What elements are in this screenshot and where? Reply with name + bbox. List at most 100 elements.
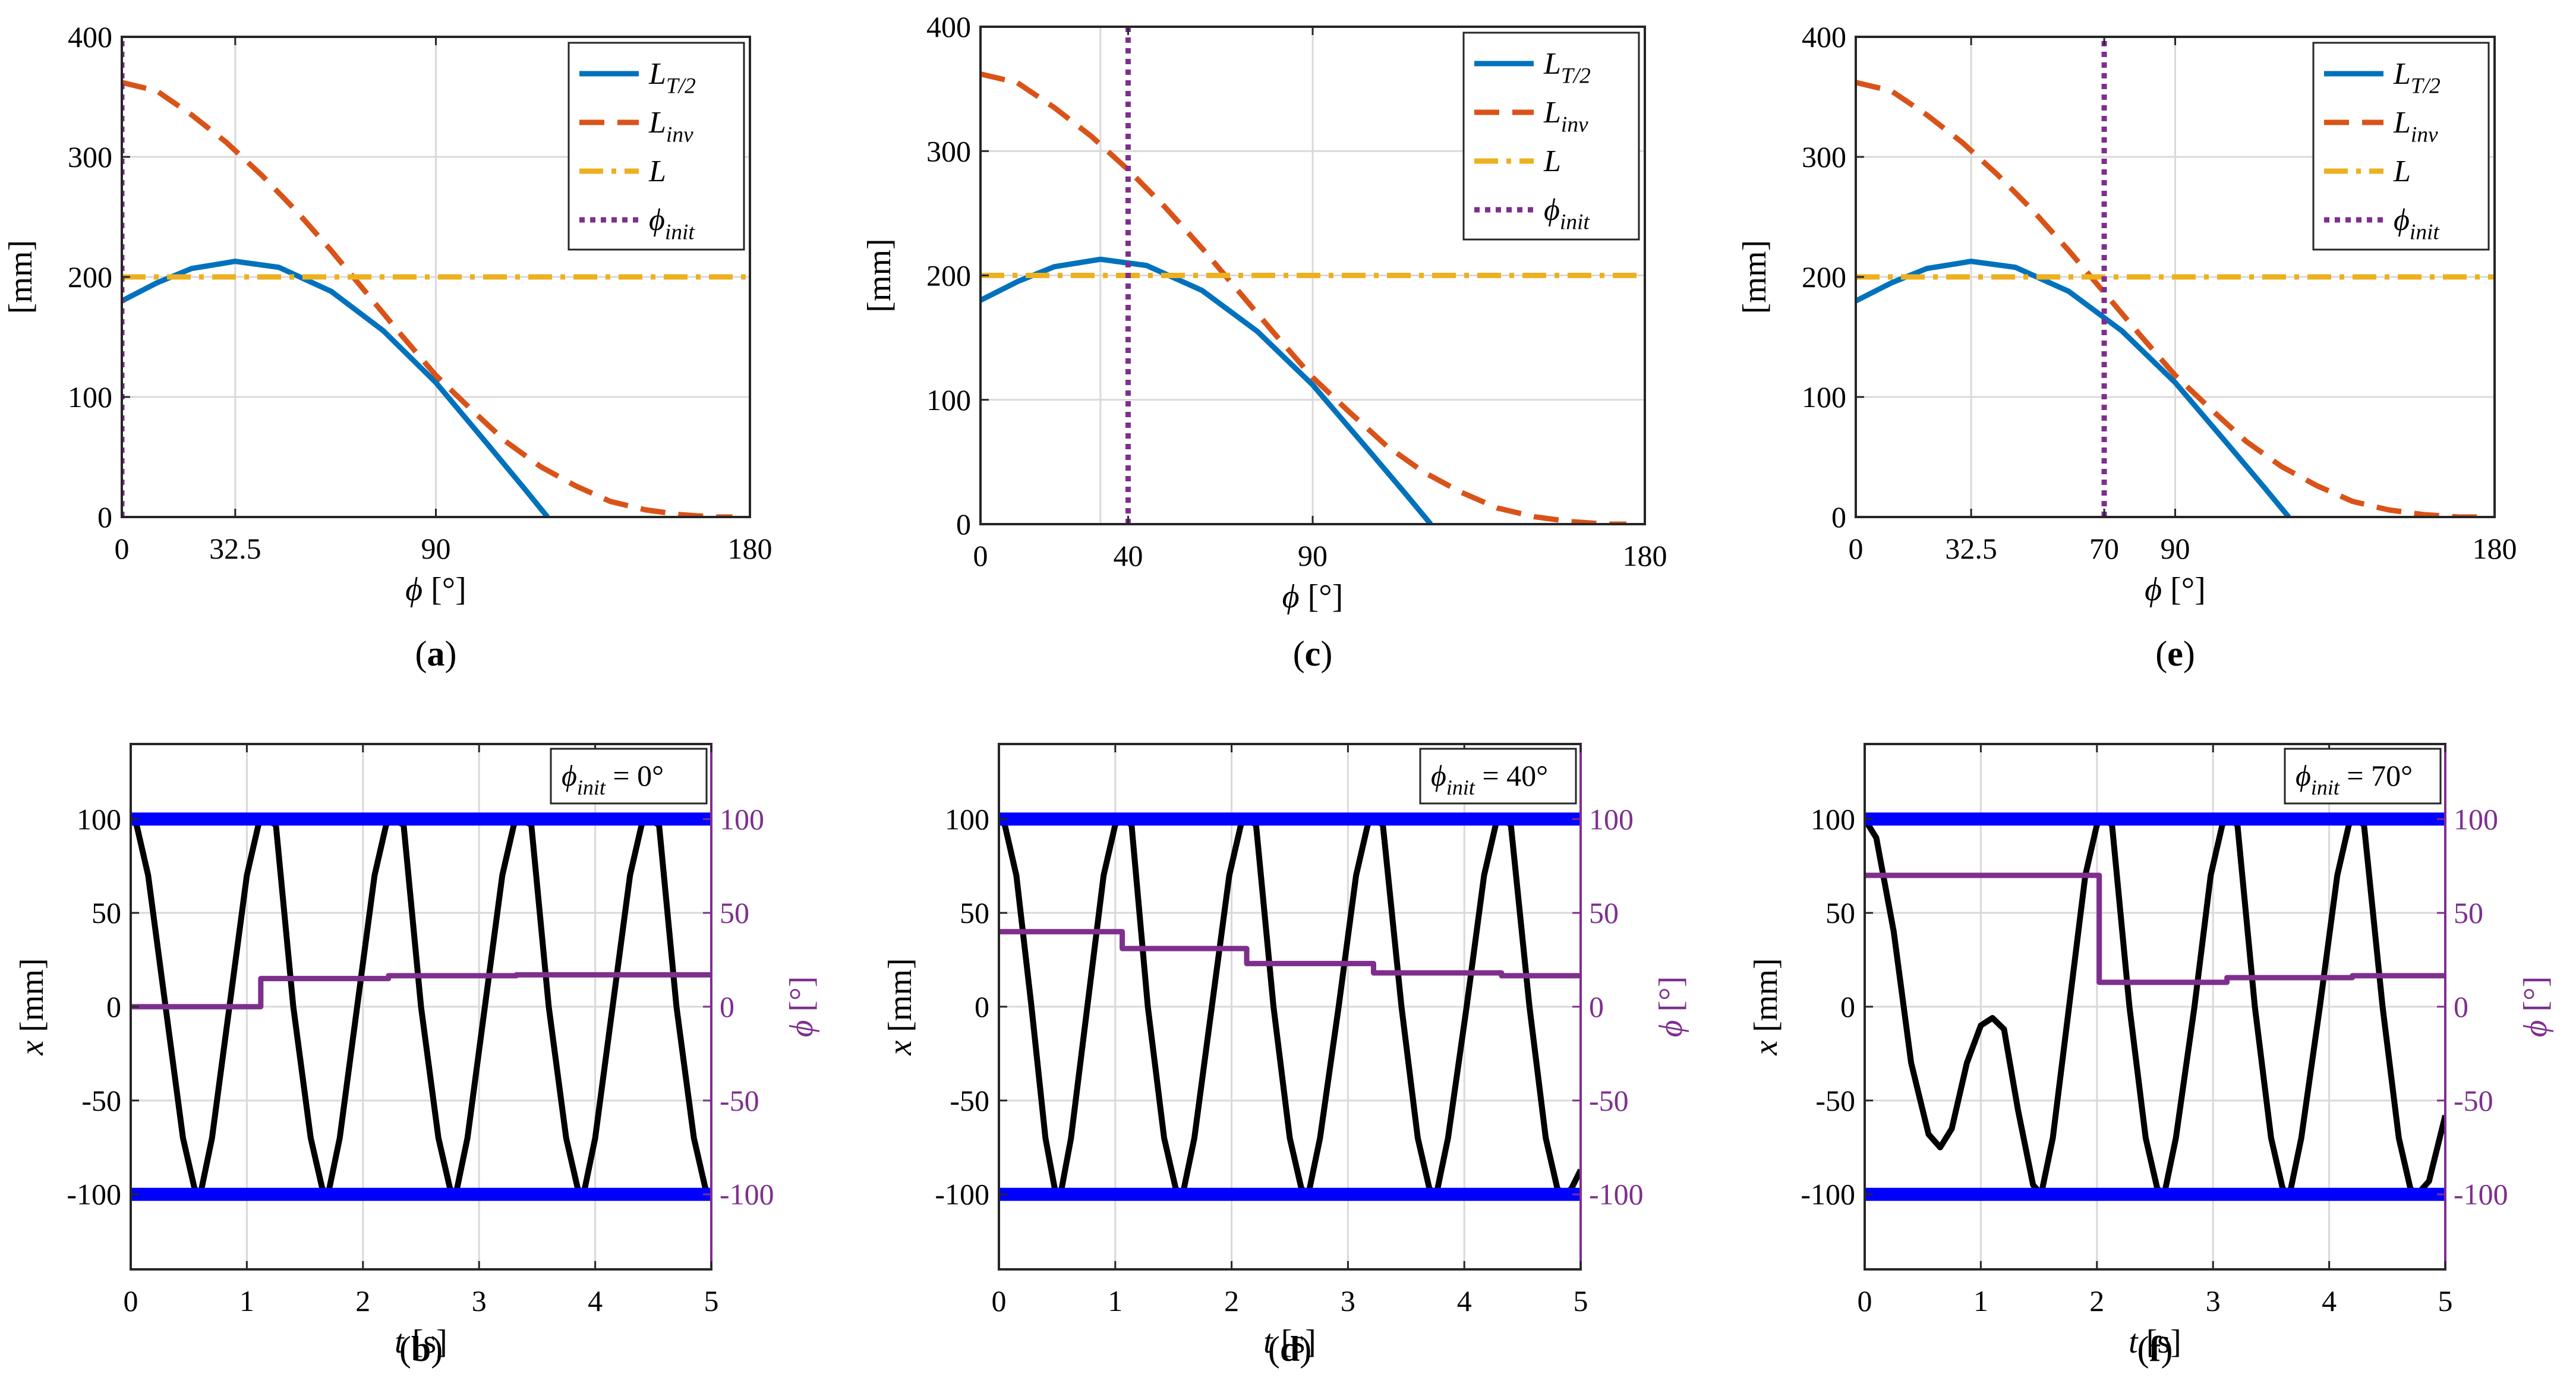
series-group bbox=[131, 812, 711, 1201]
y-tick-label: 400 bbox=[68, 20, 112, 53]
y-tick-label: -100 bbox=[1801, 1178, 1855, 1211]
chart-panel-e: 0 32.5 70 90 180 0 100 200 300 400 ϕ [°] [mm] LT/2 Li… bbox=[1736, 20, 2517, 673]
y-tick-label-right: 50 bbox=[2454, 896, 2483, 929]
y-tick-label: 0 bbox=[1831, 500, 1846, 534]
panel-label: (e) bbox=[2155, 634, 2195, 673]
y-tick-label: 0 bbox=[975, 990, 989, 1023]
legend-label-l: L bbox=[648, 155, 666, 188]
panel-label: (c) bbox=[1293, 634, 1333, 673]
y-axis-label: [mm] bbox=[2, 240, 39, 314]
x-tick-label: 40 bbox=[1113, 539, 1143, 572]
y-tick-label: 0 bbox=[1840, 990, 1855, 1023]
annotation-text: ϕinit = 40° bbox=[1431, 759, 1548, 799]
x-tick-label: 4 bbox=[2322, 1284, 2337, 1317]
y-axis-label: x [mm] bbox=[1748, 958, 1784, 1055]
series-line-l-t-2 bbox=[980, 256, 1433, 524]
series-line-x bbox=[131, 816, 711, 1197]
x-tick-label: 70 bbox=[2089, 532, 2119, 565]
y-tick-label: 100 bbox=[68, 380, 112, 414]
x-tick-label: 2 bbox=[355, 1284, 370, 1317]
x-tick-label: 4 bbox=[1457, 1284, 1472, 1317]
series-group bbox=[122, 37, 750, 517]
y-tick-label: 0 bbox=[106, 990, 121, 1023]
y-axis-label: x [mm] bbox=[14, 958, 51, 1055]
y-tick-label: 100 bbox=[77, 802, 121, 836]
x-axis-label: ϕ [°] bbox=[1282, 578, 1344, 615]
legend-label-phi-init: ϕinit bbox=[649, 203, 695, 245]
x-tick-label: 5 bbox=[704, 1284, 719, 1317]
y-tick-label: 0 bbox=[956, 508, 971, 541]
y-axis-label: [mm] bbox=[861, 238, 898, 312]
legend-label-l-inv: Linv bbox=[648, 106, 693, 147]
y-tick-label: -50 bbox=[950, 1084, 989, 1117]
x-tick-label: 32.5 bbox=[209, 532, 261, 565]
y-tick-label: 50 bbox=[92, 896, 121, 929]
y-axis-label-right: ϕ [°] bbox=[783, 976, 820, 1038]
legend-box bbox=[2312, 42, 2490, 251]
y-axis-label: x [mm] bbox=[882, 958, 919, 1055]
x-tick-label: 180 bbox=[728, 532, 773, 565]
chart-panel-f: 0 1 2 3 4 5 -100 -50 0 50 100 -100 -50 0 50 100 t [s] x [… bbox=[1748, 743, 2554, 1369]
legend-label-l: L bbox=[1543, 144, 1561, 178]
x-axis-label: t [s] bbox=[2129, 1323, 2181, 1360]
panel-label: (a) bbox=[415, 634, 457, 673]
y-tick-label-right: 100 bbox=[720, 802, 764, 836]
y-tick-label: 100 bbox=[1811, 802, 1855, 836]
x-tick-label: 3 bbox=[472, 1284, 487, 1317]
y-tick-label-right: 100 bbox=[2454, 802, 2498, 836]
series-group bbox=[1856, 37, 2495, 517]
series-line-l-t-2 bbox=[1856, 259, 2291, 517]
legend-label-l-t-2: LT/2 bbox=[648, 57, 696, 99]
x-tick-label: 1 bbox=[239, 1284, 254, 1317]
y-tick-label-right: 0 bbox=[2454, 990, 2468, 1023]
y-axis-label-right: ϕ [°] bbox=[1653, 976, 1689, 1038]
y-tick-label-right: 0 bbox=[1589, 990, 1604, 1023]
y-tick-label-right: -100 bbox=[1589, 1178, 1644, 1211]
y-tick-label-right: -50 bbox=[2454, 1084, 2493, 1117]
series-group bbox=[999, 812, 1581, 1201]
y-tick-label-right: -50 bbox=[720, 1084, 759, 1117]
legend-label-l-t-2: LT/2 bbox=[2393, 57, 2441, 99]
series-line-phi bbox=[1865, 872, 2445, 985]
x-tick-label: 3 bbox=[2206, 1284, 2221, 1317]
series-line-phi bbox=[999, 929, 1581, 979]
chart-panel-c: 0 40 90 180 0 100 200 300 400 ϕ [°] [mm] LT/2 Linv Lϕ… bbox=[861, 10, 1667, 673]
x-tick-label: 90 bbox=[2161, 532, 2190, 565]
x-tick-label: 4 bbox=[588, 1284, 603, 1317]
x-axis-label: ϕ [°] bbox=[2145, 571, 2206, 608]
series-line-l-t-2 bbox=[122, 259, 550, 517]
legend-label-l-t-2: LT/2 bbox=[1543, 47, 1591, 89]
y-tick-label-right: -100 bbox=[2454, 1178, 2508, 1211]
x-tick-label: 0 bbox=[973, 539, 988, 572]
legend-label-phi-init: ϕinit bbox=[1544, 193, 1590, 235]
x-tick-label: 2 bbox=[1224, 1284, 1239, 1317]
y-tick-label: 50 bbox=[1825, 896, 1855, 929]
legend-label-l: L bbox=[2393, 155, 2411, 188]
y-tick-label-right: 0 bbox=[720, 990, 734, 1023]
series-group bbox=[1865, 812, 2445, 1201]
series-line-l-inv bbox=[980, 71, 1626, 524]
x-tick-label: 5 bbox=[1574, 1284, 1588, 1317]
legend-label-l-inv: Linv bbox=[1543, 96, 1588, 137]
y-tick-label-right: -100 bbox=[720, 1178, 774, 1211]
x-axis-label: t [s] bbox=[1263, 1323, 1316, 1360]
annotation-box bbox=[550, 748, 708, 805]
y-tick-label: -50 bbox=[81, 1084, 121, 1117]
legend-label-l-inv: Linv bbox=[2393, 106, 2438, 147]
x-axis-label: ϕ [°] bbox=[405, 571, 466, 608]
x-tick-label: 0 bbox=[1858, 1284, 1872, 1317]
series-group bbox=[980, 27, 1645, 524]
y-tick-label: -100 bbox=[935, 1178, 989, 1211]
x-tick-label: 1 bbox=[1973, 1284, 1988, 1317]
y-tick-label: 100 bbox=[926, 383, 971, 417]
y-tick-label: 200 bbox=[1802, 260, 1846, 294]
y-tick-label: 0 bbox=[97, 500, 112, 534]
x-tick-label: 0 bbox=[992, 1284, 1007, 1317]
y-tick-label-right: 100 bbox=[1589, 802, 1634, 836]
y-tick-label: 300 bbox=[68, 140, 112, 174]
y-axis-label-right: ϕ [°] bbox=[2517, 976, 2554, 1038]
